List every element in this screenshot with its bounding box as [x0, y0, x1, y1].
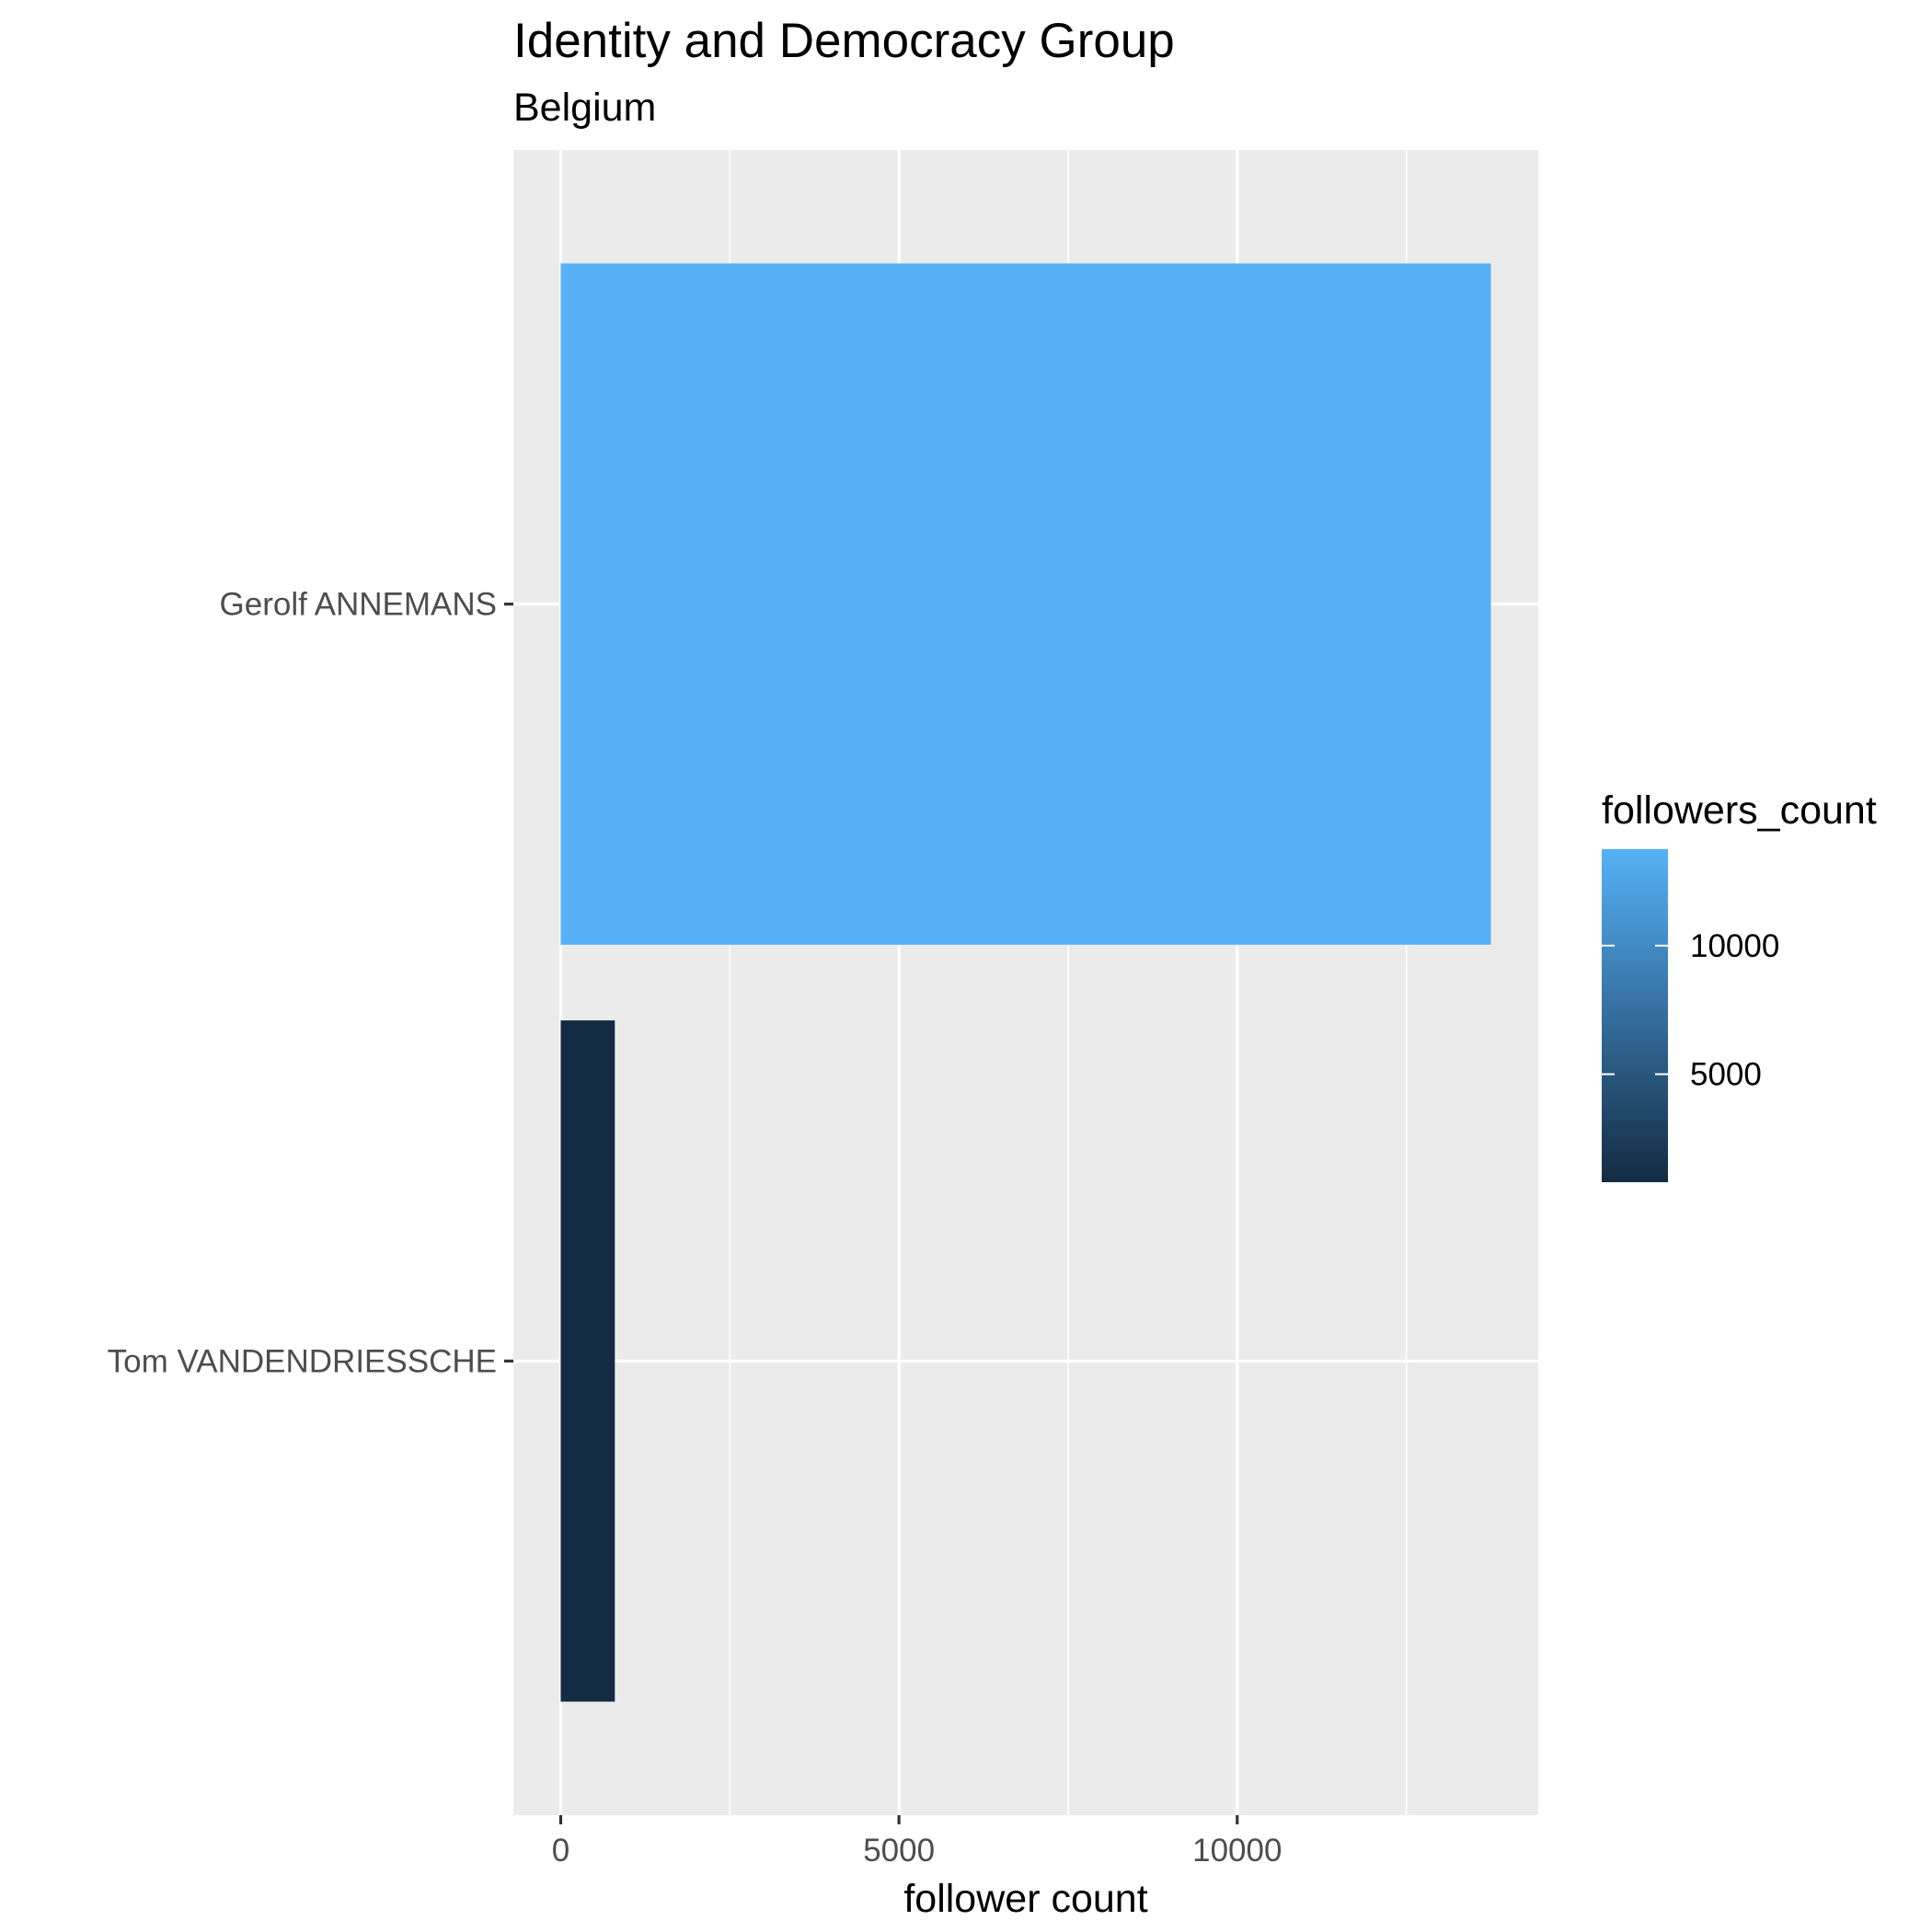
- legend-colorbar: [1602, 849, 1668, 1182]
- legend-ticks: 5000 10000: [1602, 928, 1779, 1093]
- y-axis: Gerolf ANNEMANS Tom VANDENDRIESSCHE: [108, 587, 513, 1379]
- x-tick-label: 5000: [863, 1833, 935, 1869]
- bar: [560, 263, 1491, 945]
- legend-title: followers_count: [1602, 788, 1877, 833]
- legend-tick-label: 10000: [1690, 928, 1779, 964]
- bar: [560, 1020, 615, 1702]
- chart-subtitle: Belgium: [513, 86, 656, 130]
- chart-title: Identity and Democracy Group: [513, 14, 1175, 68]
- bars: [560, 263, 1491, 1702]
- legend-tick-label: 5000: [1690, 1057, 1762, 1093]
- x-axis-title: follower count: [903, 1877, 1147, 1921]
- y-tick-label: Gerolf ANNEMANS: [220, 587, 497, 623]
- x-axis: 0 5000 10000: [552, 1815, 1282, 1869]
- x-tick-label: 10000: [1192, 1833, 1282, 1869]
- y-tick-label: Tom VANDENDRIESSCHE: [108, 1343, 497, 1379]
- x-tick-label: 0: [552, 1833, 569, 1869]
- legend: followers_count 5000 10000: [1602, 788, 1877, 1182]
